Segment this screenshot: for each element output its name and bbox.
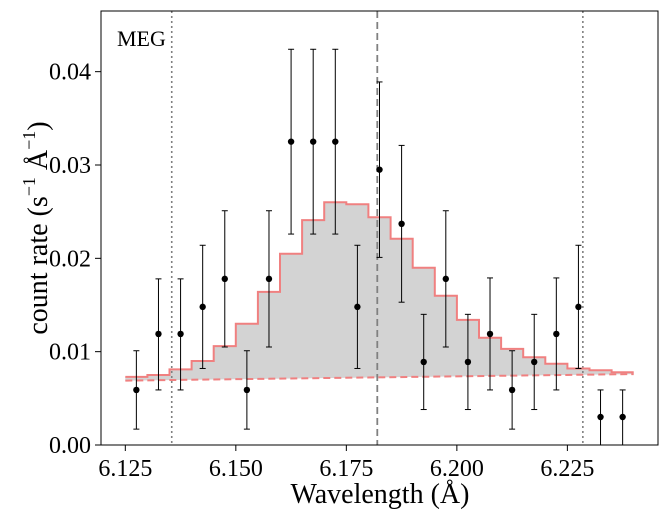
data-point-11	[354, 244, 361, 369]
data-marker	[442, 275, 450, 283]
x-tick-label-5: 6.225	[540, 456, 594, 482]
axis-ticks-layer: 6.125 6.150 6.175 6.200 6.225 0.00 0.01 0.02 0.0…	[49, 60, 594, 482]
y-axis-title: count rate (s−1 Å−1)	[19, 121, 54, 334]
data-point-12	[376, 81, 383, 258]
data-point-10	[332, 48, 339, 235]
y-axis-title-sup2: −1	[19, 131, 39, 150]
y-tick-label-3: 0.02	[49, 246, 91, 272]
y-tick-label-2: 0.01	[49, 340, 91, 366]
data-marker	[508, 386, 516, 394]
data-point-19	[531, 313, 538, 411]
data-marker	[597, 413, 604, 421]
reference-lines-layer	[170, 11, 584, 445]
model-fill-layer	[125, 202, 634, 381]
model-fill-area	[125, 202, 634, 381]
y-axis-title-sup1: −1	[19, 177, 39, 196]
data-point-8	[287, 48, 295, 235]
y-tick-label-5: 0.04	[49, 60, 91, 86]
data-marker	[553, 330, 560, 338]
data-point-20	[553, 277, 560, 391]
data-point-21	[575, 244, 582, 369]
data-marker	[398, 220, 405, 227]
data-marker	[221, 275, 228, 283]
data-point-16	[464, 313, 472, 411]
data-point-2	[155, 278, 162, 391]
data-point-1	[133, 350, 140, 430]
data-point-13	[398, 144, 405, 303]
data-marker	[265, 275, 273, 283]
data-point-4	[199, 244, 206, 369]
data-marker	[309, 138, 317, 145]
data-point-17	[486, 277, 494, 391]
data-marker	[531, 358, 538, 366]
x-tick-label-1: 6.125	[98, 456, 152, 482]
data-point-15	[442, 210, 450, 348]
data-points-layer	[133, 48, 626, 446]
data-point-22	[597, 389, 604, 446]
data-marker	[486, 330, 494, 338]
data-marker	[376, 166, 383, 173]
data-marker	[575, 303, 582, 311]
data-point-14	[420, 313, 427, 411]
annotation-label: MEG	[117, 26, 166, 51]
data-marker	[199, 303, 206, 311]
y-tick-label-1: 0.00	[49, 433, 91, 459]
x-axis-title: Wavelength (Å)	[291, 479, 470, 510]
data-marker	[133, 386, 140, 394]
y-axis-title-main: count rate (s	[23, 196, 54, 334]
data-point-5	[221, 210, 228, 348]
plot-frame	[100, 10, 659, 446]
data-marker	[420, 358, 427, 366]
data-marker	[287, 138, 295, 145]
data-marker	[354, 303, 361, 311]
data-point-6	[243, 350, 251, 430]
data-marker	[464, 358, 472, 366]
data-marker	[243, 386, 251, 394]
data-point-3	[177, 278, 184, 391]
x-tick-label-2: 6.150	[209, 456, 263, 482]
data-marker	[332, 138, 339, 145]
y-tick-label-4: 0.03	[49, 153, 91, 179]
x-tick-label-4: 6.200	[430, 456, 484, 482]
data-point-18	[508, 350, 516, 430]
continuum-line	[125, 373, 634, 382]
data-marker	[155, 330, 162, 338]
y-axis-title-unit: Å	[23, 149, 54, 177]
data-marker	[177, 330, 184, 338]
data-point-9	[309, 48, 317, 235]
data-point-7	[265, 210, 273, 348]
x-tick-label-3: 6.175	[319, 456, 373, 482]
data-marker	[619, 413, 626, 421]
y-axis-title-close: )	[23, 121, 54, 130]
